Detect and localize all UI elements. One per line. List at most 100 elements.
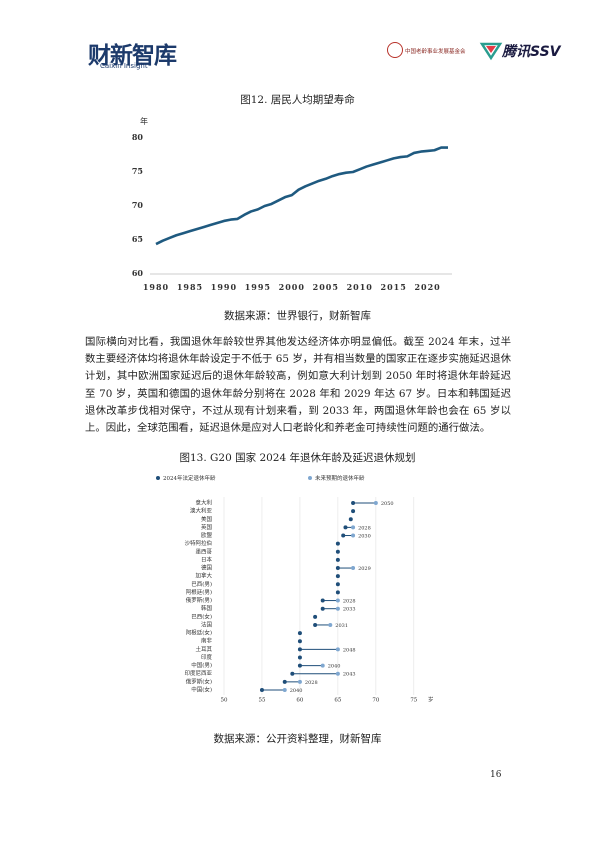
current-dot bbox=[320, 606, 325, 611]
target-year: 2048 bbox=[343, 647, 356, 653]
logo: 财新智库 bbox=[88, 43, 177, 69]
page-number: 16 bbox=[490, 770, 502, 780]
legend-label: 2024年法定退休年龄 bbox=[163, 474, 216, 482]
x-tick-label: 2000 bbox=[279, 282, 305, 292]
category-label: 俄罗斯(男) bbox=[186, 596, 212, 604]
current-dot bbox=[351, 501, 356, 505]
y-tick-label: 60 bbox=[132, 268, 144, 278]
category-label: 土耳其 bbox=[195, 645, 212, 653]
x-tick-label: 65 bbox=[334, 698, 341, 704]
current-dot bbox=[335, 582, 340, 587]
current-dot bbox=[259, 687, 264, 692]
category-label: 墨西哥 bbox=[195, 548, 212, 555]
category-label: 加拿大 bbox=[195, 572, 212, 580]
y-unit: 年 bbox=[140, 116, 148, 126]
x-tick-label: 50 bbox=[221, 698, 228, 704]
current-dot bbox=[335, 549, 340, 554]
future-dot bbox=[351, 525, 356, 530]
target-year: 2030 bbox=[358, 534, 371, 540]
x-tick-label: 1995 bbox=[245, 282, 271, 292]
future-dot bbox=[328, 622, 333, 627]
category-label: 俄罗斯(女) bbox=[186, 677, 212, 685]
logo-en: Caixin Insight bbox=[100, 62, 148, 70]
partner-icon bbox=[387, 42, 403, 58]
legend-label: 未来预期的退休年龄 bbox=[315, 474, 365, 482]
current-dot bbox=[282, 679, 287, 684]
x-unit: 岁 bbox=[428, 696, 434, 704]
category-label: 巴西(男) bbox=[191, 581, 212, 588]
future-dot bbox=[335, 606, 340, 611]
target-year: 2028 bbox=[343, 599, 356, 605]
target-year: 2029 bbox=[358, 566, 371, 572]
future-dot bbox=[373, 501, 378, 505]
y-tick-label: 65 bbox=[132, 234, 143, 244]
current-dot bbox=[320, 598, 325, 603]
target-year: 2028 bbox=[358, 525, 371, 531]
x-tick-label: 70 bbox=[372, 698, 379, 704]
current-dot bbox=[297, 663, 302, 668]
current-dot bbox=[341, 533, 346, 538]
x-tick-label: 1985 bbox=[177, 282, 203, 292]
target-year: 2040 bbox=[328, 664, 341, 670]
future-dot bbox=[320, 663, 325, 668]
category-label: 欧盟 bbox=[201, 531, 213, 539]
category-label: 澳大利亚 bbox=[190, 507, 213, 515]
category-label: 法国 bbox=[201, 620, 213, 628]
ssv-icon bbox=[479, 42, 503, 61]
current-dot bbox=[297, 647, 302, 652]
current-dot bbox=[335, 566, 340, 571]
x-tick-label: 2015 bbox=[381, 282, 407, 292]
partner-2: 腾讯SSV bbox=[502, 44, 561, 60]
current-dot bbox=[335, 557, 340, 562]
x-tick-label: 1990 bbox=[211, 282, 237, 292]
category-label: 印度 bbox=[201, 653, 213, 661]
figure-caption: 图13. G20 国家 2024 年退休年龄及延迟退休规划 bbox=[179, 452, 416, 464]
future-dot bbox=[335, 598, 340, 603]
category-label: 沙特阿拉伯 bbox=[184, 539, 212, 547]
category-label: 阿根廷(女) bbox=[186, 629, 212, 637]
x-tick-label: 2010 bbox=[347, 282, 373, 292]
future-dot bbox=[282, 687, 287, 692]
x-tick-label: 1980 bbox=[143, 282, 169, 292]
y-tick-label: 80 bbox=[132, 132, 144, 142]
current-dot bbox=[343, 525, 348, 530]
target-year: 2031 bbox=[335, 623, 348, 629]
category-label: 意大利 bbox=[195, 499, 212, 507]
category-label: 韩国 bbox=[201, 604, 213, 612]
category-label: 阿根廷(男) bbox=[186, 588, 212, 596]
current-dot bbox=[297, 655, 302, 660]
legend-marker bbox=[156, 476, 160, 480]
category-label: 英国 bbox=[201, 523, 213, 531]
target-year: 2028 bbox=[305, 680, 318, 686]
future-dot bbox=[351, 566, 356, 571]
current-dot bbox=[297, 639, 302, 644]
current-dot bbox=[290, 671, 295, 676]
current-dot bbox=[335, 574, 340, 579]
target-year: 2040 bbox=[290, 688, 303, 694]
category-label: 德国 bbox=[201, 564, 213, 572]
figure-source: 数据来源：公开资料整理，财新智库 bbox=[213, 733, 382, 745]
category-label: 巴西(女) bbox=[191, 612, 212, 620]
x-tick-label: 2020 bbox=[414, 282, 440, 292]
target-year: 2050 bbox=[381, 501, 394, 507]
category-label: 美国 bbox=[201, 515, 213, 523]
current-dot bbox=[335, 541, 340, 546]
partner-1: 中国老龄事业发展基金会 bbox=[405, 49, 466, 55]
legend-marker bbox=[308, 476, 312, 480]
x-tick-label: 60 bbox=[296, 698, 303, 704]
current-dot bbox=[313, 614, 318, 619]
y-tick-label: 75 bbox=[132, 166, 143, 176]
x-tick-label: 2005 bbox=[313, 282, 339, 292]
current-dot bbox=[335, 590, 340, 595]
category-label: 日本 bbox=[201, 555, 213, 563]
x-tick-label: 75 bbox=[410, 698, 417, 704]
x-tick-label: 55 bbox=[258, 698, 265, 704]
data-line bbox=[155, 146, 448, 246]
current-dot bbox=[313, 622, 318, 627]
figure-source: 数据来源：世界银行，财新智库 bbox=[224, 310, 371, 322]
current-dot bbox=[348, 517, 353, 522]
future-dot bbox=[351, 533, 356, 538]
category-label: 南非 bbox=[201, 637, 213, 645]
